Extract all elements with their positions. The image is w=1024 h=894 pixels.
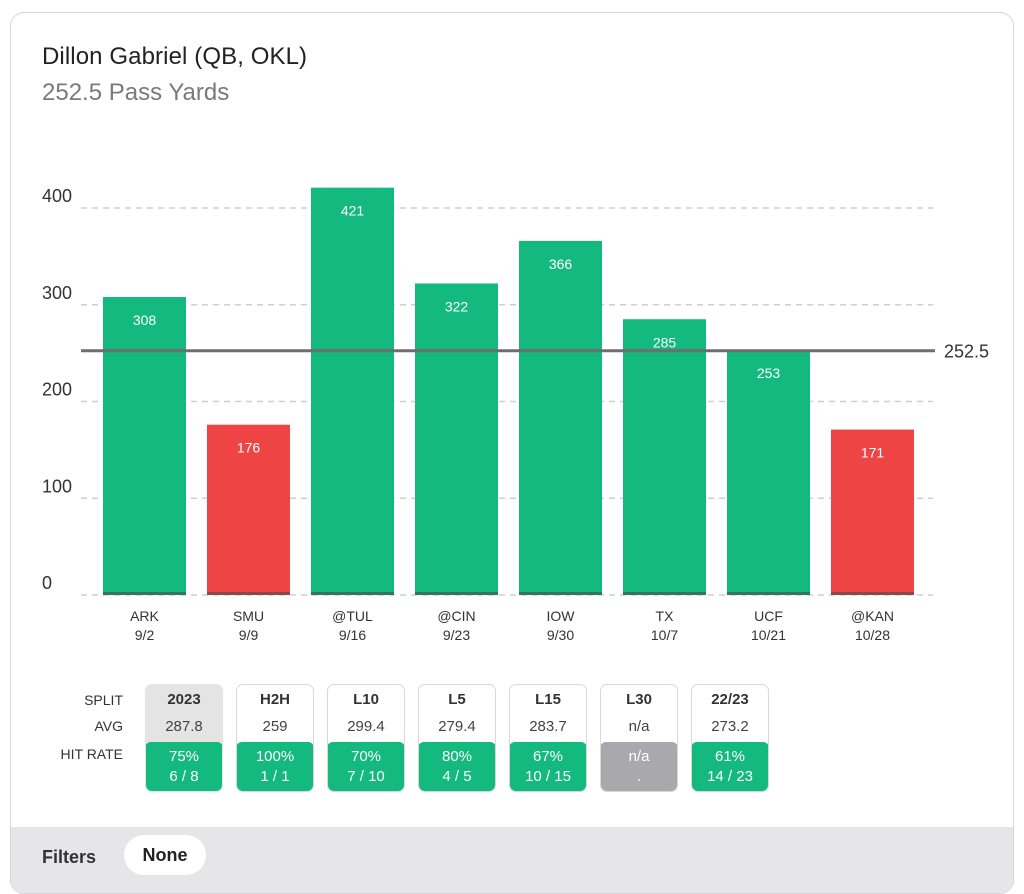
hit-rate-fraction: 1 / 1: [260, 768, 290, 785]
bar-value-label: 171: [861, 445, 885, 461]
hit-rate-box: 80% 4 / 5: [419, 742, 495, 791]
split-column-l30[interactable]: L30 n/a n/a.: [600, 684, 678, 792]
split-name: L30: [626, 691, 652, 708]
hit-rate-fraction: 6 / 8: [169, 768, 199, 785]
hit-rate-box: n/a.: [601, 742, 677, 791]
x-date-label: 9/30: [547, 627, 574, 643]
x-tick-label: TX: [656, 608, 675, 624]
x-tick-label: UCF: [754, 608, 783, 624]
bar-ark[interactable]: [103, 297, 186, 595]
x-tick-label: @CIN: [437, 608, 475, 624]
bar-ucf[interactable]: [727, 350, 810, 595]
bar-base: [311, 592, 394, 595]
hit-rate-fraction: 4 / 5: [442, 768, 472, 785]
x-tick-label: @KAN: [851, 608, 894, 624]
y-tick-label: 400: [42, 186, 72, 206]
x-date-label: 9/23: [443, 627, 470, 643]
bar-tul[interactable]: [311, 187, 394, 595]
hit-rate-percent: n/a: [628, 748, 650, 765]
bar-iow[interactable]: [519, 240, 602, 595]
hit-rate-fraction: .: [636, 768, 642, 785]
bar-smu[interactable]: [207, 424, 290, 595]
hit-rate-box: 61% 14 / 23: [692, 742, 768, 791]
hit-rate-percent: 70%: [350, 748, 382, 765]
split-name: H2H: [259, 691, 290, 708]
player-stat-card: Dillon Gabriel (QB, OKL) 252.5 Pass Yard…: [10, 12, 1014, 894]
x-tick-label: SMU: [233, 608, 264, 624]
bar-value-label: 421: [341, 203, 365, 219]
split-name: 22/23: [711, 691, 749, 708]
prop-subtitle: 252.5 Pass Yards: [42, 79, 230, 106]
x-tick-label: ARK: [130, 608, 159, 624]
split-name: L15: [535, 691, 561, 708]
x-date-label: 9/16: [339, 627, 366, 643]
x-date-label: 10/21: [751, 627, 786, 643]
y-tick-label: 300: [42, 283, 72, 303]
bar-cin[interactable]: [415, 283, 498, 595]
bar-value-label: 285: [653, 334, 677, 350]
split-name: L10: [353, 691, 379, 708]
hit-rate-fraction: 7 / 10: [347, 768, 385, 785]
split-avg: 287.8: [165, 718, 203, 735]
bar-base: [207, 592, 290, 595]
split-avg: 299.4: [347, 718, 385, 735]
split-column-2023[interactable]: 2023 287.8 75% 6 / 8: [145, 684, 223, 792]
hit-rate-box: 75% 6 / 8: [146, 742, 222, 791]
x-tick-label: @TUL: [332, 608, 373, 624]
hit-rate-fraction: 10 / 15: [525, 768, 571, 785]
split-avg: 279.4: [438, 718, 476, 735]
threshold-label: 252.5: [944, 342, 989, 362]
split-avg: 283.7: [529, 718, 567, 735]
x-date-label: 9/2: [135, 627, 155, 643]
bar-base: [519, 592, 602, 595]
x-tick-label: IOW: [547, 608, 576, 624]
bar-base: [103, 592, 186, 595]
bar-base: [415, 592, 498, 595]
player-title: Dillon Gabriel (QB, OKL): [42, 43, 308, 70]
split-column-2223[interactable]: 22/23 273.2 61% 14 / 23: [691, 684, 769, 792]
split-column-h2h[interactable]: H2H 259 100% 1 / 1: [236, 684, 314, 792]
hit-rate-box: 70% 7 / 10: [328, 742, 404, 791]
split-column-l5[interactable]: L5 279.4 80% 4 / 5: [418, 684, 496, 792]
split-name: L5: [448, 691, 466, 708]
filters-bar: Filters None: [11, 827, 1013, 893]
hit-rate-percent: 100%: [255, 748, 295, 765]
split-avg: 273.2: [711, 718, 749, 735]
y-tick-label: 100: [42, 476, 72, 496]
split-column-l10[interactable]: L10 299.4 70% 7 / 10: [327, 684, 405, 792]
bar-base: [623, 592, 706, 595]
hit-rate-percent: 75%: [168, 748, 200, 765]
bar-kan[interactable]: [831, 429, 914, 595]
y-tick-label: 0: [42, 573, 52, 593]
split-avg: 259: [262, 718, 288, 735]
avg-row-label: AVG: [94, 718, 123, 734]
x-date-label: 10/28: [855, 627, 890, 643]
hit-rate-box: 100% 1 / 1: [237, 742, 313, 791]
bar-value-label: 308: [133, 312, 157, 328]
bar-value-label: 253: [757, 365, 781, 381]
y-tick-label: 200: [42, 380, 72, 400]
hit-rate-fraction: 14 / 23: [707, 768, 753, 785]
bar-value-label: 322: [445, 298, 469, 314]
bar-base: [727, 592, 810, 595]
hit-rate-row-label: HIT RATE: [60, 746, 124, 762]
bar-value-label: 366: [549, 256, 573, 272]
split-column-l15[interactable]: L15 283.7 67% 10 / 15: [509, 684, 587, 792]
x-date-label: 9/9: [239, 627, 259, 643]
hit-rate-percent: 67%: [532, 748, 564, 765]
pass-yards-bar-chart: 0 100 200 300 400 308 ARK 9/2 176 SMU 9/9 421 @TUL 9/…: [42, 186, 989, 643]
bar-base: [831, 592, 914, 595]
filters-label: Filters: [42, 847, 97, 867]
filters-none-button[interactable]: None: [124, 835, 206, 875]
hit-rate-percent: 61%: [714, 748, 746, 765]
x-date-label: 10/7: [651, 627, 678, 643]
split-avg: n/a: [628, 718, 650, 735]
split-row-label: SPLIT: [84, 692, 123, 708]
split-name: 2023: [167, 691, 201, 708]
hit-rate-percent: 80%: [441, 748, 473, 765]
bar-value-label: 176: [237, 440, 261, 456]
hit-rate-box: 67% 10 / 15: [510, 742, 586, 791]
bar-tx[interactable]: [623, 319, 706, 595]
